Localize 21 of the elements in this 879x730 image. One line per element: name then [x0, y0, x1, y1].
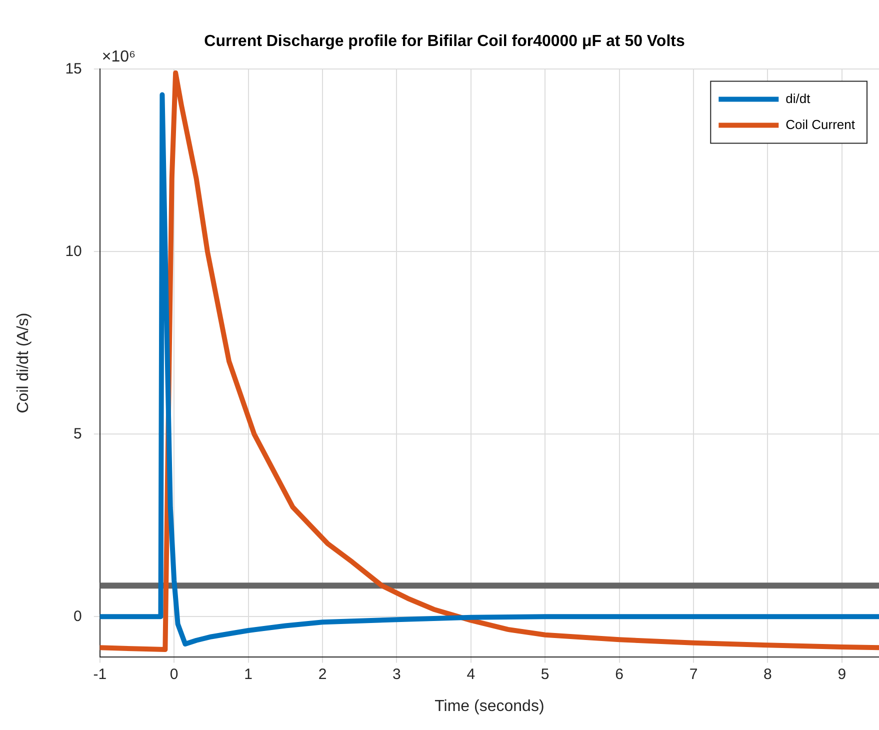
x-tick-label: 7	[689, 666, 698, 683]
x-tick-label: 0	[170, 666, 178, 683]
legend-label: Coil Current	[786, 116, 856, 132]
y-tick-label: 5	[74, 425, 82, 442]
x-tick-label: 6	[615, 666, 624, 683]
x-tick-label: 4	[466, 666, 476, 683]
y-tick-label: 15	[65, 60, 82, 78]
x-tick-label: 3	[392, 666, 401, 683]
x-tick-label: 2	[318, 666, 327, 683]
y-axis-title: Coil di/dt (A/s)	[15, 312, 32, 414]
legend-label: di/dt	[786, 90, 811, 106]
x-tick-label: 5	[540, 666, 550, 683]
x-tick-label: 9	[838, 666, 846, 683]
y-tick-label: 10	[65, 242, 82, 260]
text: ×10⁶	[102, 48, 136, 66]
y-tick-label: 0	[74, 608, 82, 625]
x-tick-label: -1	[93, 666, 107, 683]
chart-title: Current Discharge profile for Bifilar Coil for40000 μF at 50 Volts	[204, 33, 685, 50]
x-tick-label: 1	[244, 666, 252, 683]
x-tick-label: 8	[764, 666, 772, 683]
x-axis-title: Time (seconds)	[434, 698, 544, 715]
